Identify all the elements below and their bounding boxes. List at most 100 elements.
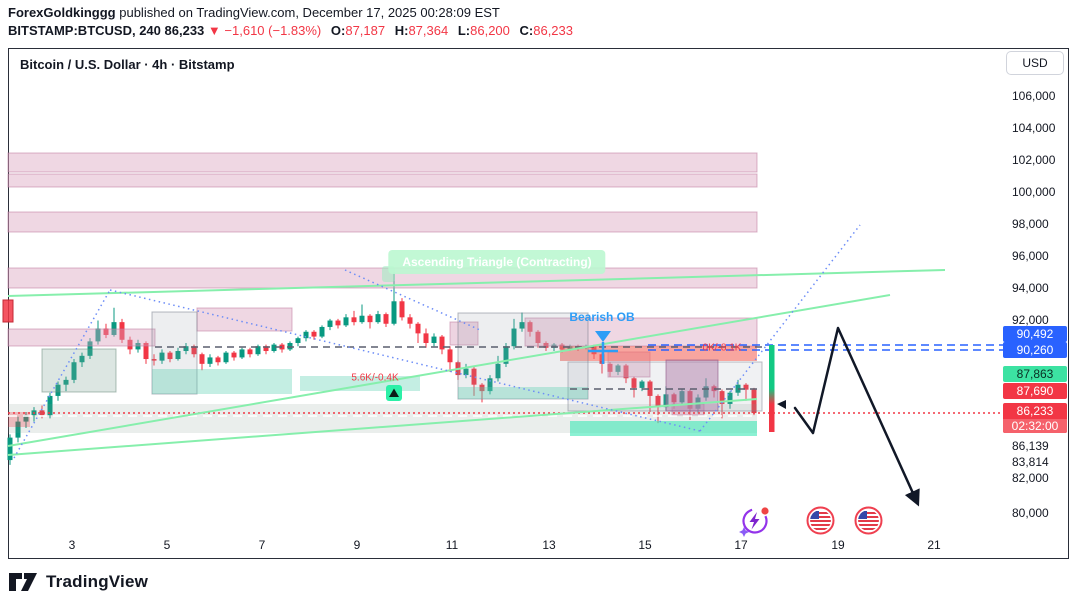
candle — [223, 351, 229, 364]
symbol-name: BITSTAMP:BTCUSD, 240 — [8, 23, 161, 38]
ai-refresh-lightning-icon[interactable] — [736, 502, 774, 540]
candle — [743, 383, 749, 401]
candle — [239, 347, 245, 360]
high-label: H: — [394, 23, 409, 38]
price-change: −1,610 (−1.83%) — [224, 23, 322, 38]
last-price: 86,233 — [164, 23, 205, 38]
direction-arrow-icon: ▼ — [207, 23, 221, 38]
candle — [655, 394, 661, 424]
candle — [415, 322, 421, 343]
candle — [407, 314, 413, 329]
candle — [439, 334, 445, 355]
candle — [447, 346, 453, 372]
bearish-ob-arrow-icon — [595, 331, 611, 342]
candle — [23, 411, 29, 428]
candle — [7, 434, 13, 465]
up-triangle-icon — [389, 388, 399, 397]
candle — [279, 342, 285, 353]
close-label: C: — [519, 23, 534, 38]
candle — [327, 318, 333, 331]
lines-layer — [7, 224, 1008, 507]
candle — [303, 330, 309, 342]
trend-line — [13, 289, 111, 459]
candle — [463, 363, 469, 379]
zone-rect — [7, 211, 758, 233]
candle — [175, 347, 181, 361]
candle — [383, 312, 389, 327]
candle — [727, 391, 733, 409]
candle — [95, 320, 101, 345]
position-risk-bar — [769, 345, 775, 432]
candle — [71, 359, 77, 384]
candle — [15, 416, 21, 443]
candle — [247, 347, 253, 358]
candle — [495, 355, 501, 382]
open-value: 87,187 — [345, 23, 386, 38]
high-value: 87,364 — [408, 23, 449, 38]
candle — [119, 318, 125, 343]
zone-rect — [152, 369, 292, 394]
candle — [127, 336, 133, 355]
trend-line — [7, 398, 758, 456]
zone-rect — [7, 173, 758, 188]
candle — [399, 298, 405, 321]
candle — [295, 336, 301, 347]
candle — [623, 363, 629, 384]
tradingview-logo[interactable]: TradingView — [8, 568, 148, 596]
candle — [607, 362, 613, 377]
zone-rect — [7, 328, 156, 347]
candle — [351, 310, 357, 326]
candle — [359, 304, 365, 324]
candle — [167, 351, 173, 363]
candle — [319, 325, 325, 339]
candle — [519, 312, 525, 332]
candle — [287, 341, 293, 352]
left-arrow-icon — [777, 400, 786, 409]
zone-rect — [2, 299, 14, 323]
candle — [159, 349, 165, 364]
candle — [47, 392, 53, 419]
zone-rect — [196, 307, 293, 332]
zone-rect — [524, 317, 758, 347]
candle — [423, 328, 429, 348]
low-label: L: — [457, 23, 471, 38]
low-value: 86,200 — [470, 23, 510, 38]
publish-info: published on TradingView.com, December 1… — [115, 5, 500, 20]
trend-line — [7, 294, 891, 447]
candle — [231, 351, 237, 361]
us-flag-economic-event-icon[interactable] — [854, 506, 883, 535]
candle — [103, 323, 109, 339]
tradingview-logo-text: TradingView — [46, 572, 149, 591]
candle — [471, 367, 477, 396]
zone-rect — [41, 348, 117, 393]
candle — [375, 310, 381, 324]
candle — [263, 344, 269, 355]
zone-rect — [151, 311, 198, 395]
candle — [527, 320, 533, 337]
candle — [151, 354, 157, 366]
zone-rect — [560, 346, 757, 361]
candle — [511, 318, 517, 350]
candle — [343, 314, 349, 327]
tradingview-logo-glyph — [9, 573, 37, 591]
zone-rect — [457, 312, 589, 400]
close-value: 86,233 — [533, 23, 573, 38]
us-flag-economic-event-icon[interactable] — [806, 506, 835, 535]
zone-rect — [458, 387, 588, 399]
candle — [719, 389, 725, 419]
trend-line — [109, 289, 701, 432]
candle — [215, 355, 221, 366]
symbol-status-row: BITSTAMP:BTCUSD, 240 86,233 ▼ −1,610 (−1… — [8, 23, 573, 38]
chart-title: Bitcoin / U.S. Dollar · 4h · Bitstamp — [20, 57, 235, 72]
zone-rect — [7, 152, 758, 173]
zone-rect — [567, 361, 763, 412]
open-label: O: — [330, 23, 346, 38]
currency-toggle-button[interactable]: USD — [1006, 51, 1064, 75]
candle — [183, 342, 189, 355]
candle — [55, 381, 61, 401]
trend-line — [699, 224, 861, 432]
candle — [199, 352, 205, 371]
candle — [615, 363, 621, 376]
